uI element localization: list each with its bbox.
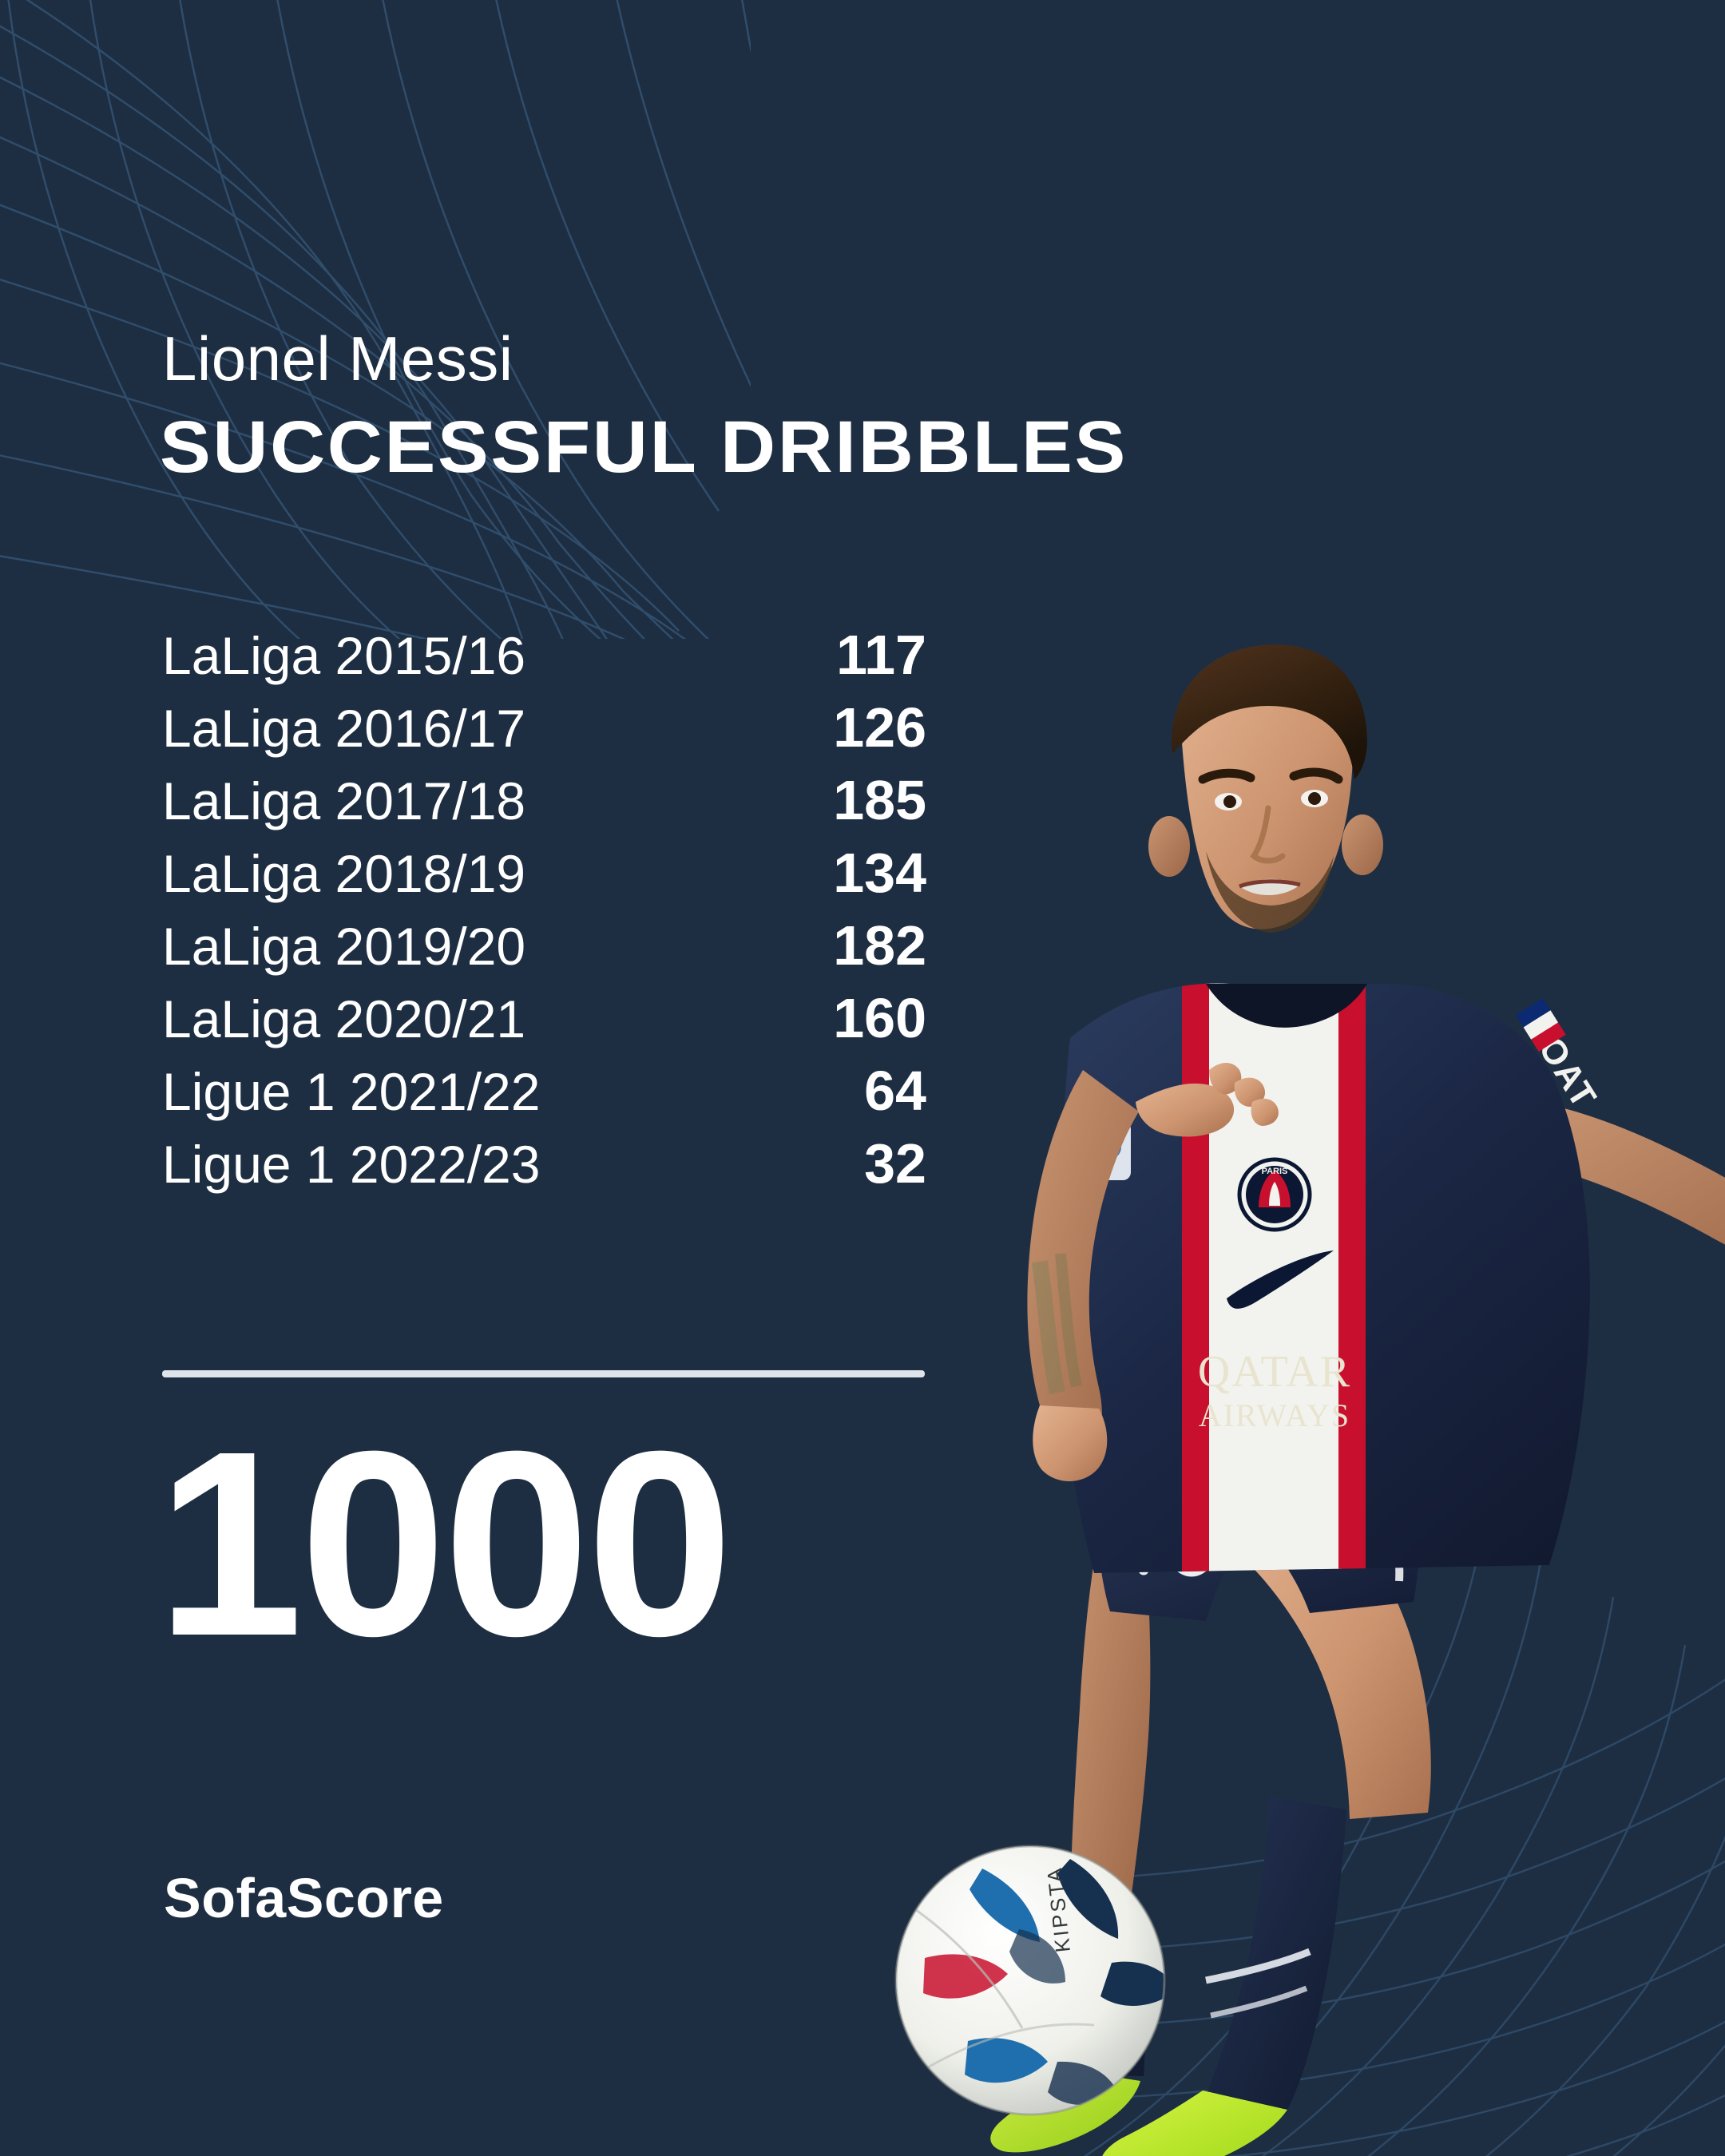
season-value: 160 [833,987,926,1049]
season-value: 126 [833,696,926,759]
season-value: 185 [833,769,926,831]
list-item: LaLiga 2015/16 117 [162,623,926,696]
season-label: LaLiga 2020/21 [162,989,526,1048]
list-item: LaLiga 2016/17 126 [162,696,926,768]
stats-list: LaLiga 2015/16 117 LaLiga 2016/17 126 La… [162,623,926,1204]
season-value: 182 [833,914,926,977]
total-value: 1000 [157,1396,733,1690]
season-value: 64 [864,1060,926,1122]
season-value: 117 [836,624,926,686]
player-name: Lionel Messi [162,323,514,394]
total-divider [162,1370,925,1377]
list-item: Ligue 1 2021/22 64 [162,1059,926,1132]
season-label: Ligue 1 2021/22 [162,1062,541,1121]
season-value: 134 [833,842,926,904]
season-label: LaLiga 2015/16 [162,626,526,685]
season-label: LaLiga 2016/17 [162,699,526,758]
season-label: LaLiga 2019/20 [162,917,526,976]
list-item: LaLiga 2020/21 160 [162,986,926,1059]
season-label: Ligue 1 2022/23 [162,1135,541,1194]
list-item: LaLiga 2018/19 134 [162,841,926,914]
sofascore-logo: SofaScore [164,1867,444,1929]
season-label: LaLiga 2018/19 [162,844,526,903]
page-title: SUCCESSFUL DRIBBLES [160,406,1128,488]
list-item: LaLiga 2017/18 185 [162,768,926,841]
season-label: LaLiga 2017/18 [162,771,526,830]
season-value: 32 [864,1132,926,1195]
list-item: LaLiga 2019/20 182 [162,914,926,986]
list-item: Ligue 1 2022/23 32 [162,1132,926,1204]
